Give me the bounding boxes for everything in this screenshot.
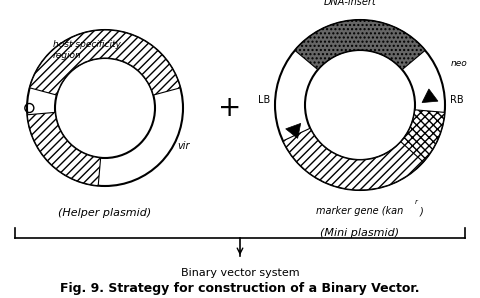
Text: Binary vector system: Binary vector system <box>180 268 300 278</box>
Polygon shape <box>422 89 438 103</box>
Text: Fig. 9. Strategy for construction of a Binary Vector.: Fig. 9. Strategy for construction of a B… <box>60 282 420 295</box>
Wedge shape <box>401 110 444 162</box>
Wedge shape <box>30 30 180 95</box>
Text: region: region <box>53 51 82 60</box>
Wedge shape <box>283 128 427 190</box>
Text: RB: RB <box>450 95 464 105</box>
Text: DNA-insert: DNA-insert <box>324 0 376 7</box>
Text: ): ) <box>420 206 424 216</box>
Wedge shape <box>27 112 101 186</box>
Text: (Helper plasmid): (Helper plasmid) <box>59 208 152 218</box>
Text: host specificity: host specificity <box>53 40 121 49</box>
Text: vir: vir <box>177 141 190 151</box>
Text: neo: neo <box>451 58 468 68</box>
Polygon shape <box>286 123 300 138</box>
Text: +: + <box>218 94 242 122</box>
Text: marker gene (kan: marker gene (kan <box>316 206 404 216</box>
Wedge shape <box>295 20 425 70</box>
Text: LB: LB <box>258 95 270 105</box>
Text: r: r <box>415 199 418 205</box>
Text: (Mini plasmid): (Mini plasmid) <box>321 228 399 238</box>
